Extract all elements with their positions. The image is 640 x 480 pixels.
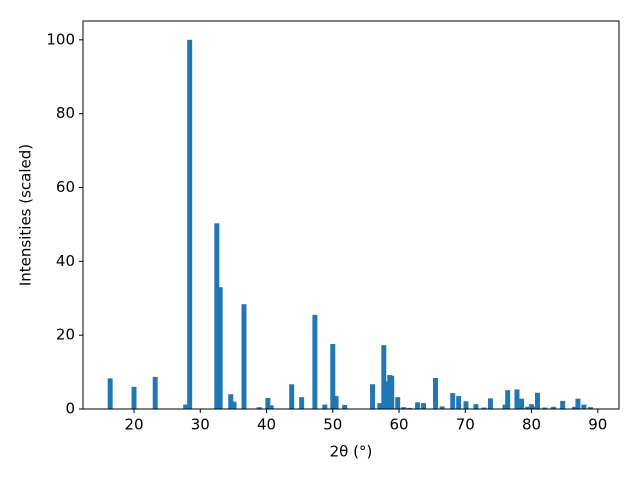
bar: [581, 404, 587, 409]
bar: [529, 404, 535, 409]
x-axis-label: 2θ (°): [330, 443, 373, 461]
bar: [131, 386, 137, 409]
bar: [389, 375, 395, 409]
plot-frame: [82, 20, 620, 410]
bar: [228, 394, 234, 409]
bar: [256, 407, 262, 409]
bar: [450, 393, 456, 409]
x-tick-label: 80: [522, 416, 541, 434]
bar: [473, 404, 479, 409]
y-tick-label: 100: [46, 30, 75, 48]
bar: [384, 381, 390, 409]
x-tick-label: 60: [389, 416, 408, 434]
bar: [535, 392, 540, 409]
x-tick-label: 40: [257, 416, 276, 434]
bar: [505, 390, 511, 409]
bar: [456, 396, 462, 409]
bar: [299, 397, 305, 409]
x-tick-label: 50: [323, 416, 342, 434]
bar: [217, 287, 223, 409]
bar: [187, 39, 193, 409]
bar: [525, 406, 531, 409]
bar: [463, 401, 469, 409]
bar: [342, 404, 348, 409]
y-tick-label: 60: [56, 178, 75, 196]
y-tick-label: 40: [56, 252, 75, 270]
bar: [502, 404, 508, 409]
bar: [588, 407, 593, 409]
bar: [532, 406, 538, 409]
bar: [152, 376, 158, 409]
bar: [381, 345, 387, 409]
bar: [421, 403, 427, 409]
y-tick-label: 20: [56, 326, 75, 344]
bar: [370, 384, 376, 409]
bar: [183, 404, 189, 409]
x-tick-label: 90: [588, 416, 607, 434]
bar: [572, 406, 578, 409]
bar: [439, 406, 445, 409]
y-tick-label: 80: [56, 104, 75, 122]
bar: [289, 384, 295, 409]
bar: [231, 401, 237, 409]
y-tick-label: 0: [65, 400, 75, 418]
bar: [575, 398, 581, 409]
bar: [322, 404, 328, 409]
bar: [481, 407, 487, 409]
bar: [401, 407, 407, 409]
bar: [214, 223, 220, 409]
bar: [560, 400, 566, 409]
bar: [241, 304, 247, 409]
bar: [330, 344, 336, 409]
x-tick-label: 20: [124, 416, 143, 434]
bar: [333, 396, 339, 409]
bar: [268, 405, 274, 409]
bar: [519, 398, 525, 409]
x-tick-label: 70: [456, 416, 475, 434]
bar: [265, 397, 271, 409]
bar: [550, 406, 556, 409]
bar: [377, 403, 383, 409]
bar: [514, 389, 520, 409]
bar: [312, 314, 318, 409]
y-axis-label: Intensities (scaled): [17, 144, 35, 286]
bar: [407, 407, 413, 409]
bar: [542, 407, 548, 409]
x-tick-label: 30: [191, 416, 210, 434]
bar: [395, 397, 401, 409]
bar: [415, 402, 421, 409]
bar: [432, 377, 438, 409]
bar: [107, 378, 113, 409]
bar: [487, 398, 493, 409]
